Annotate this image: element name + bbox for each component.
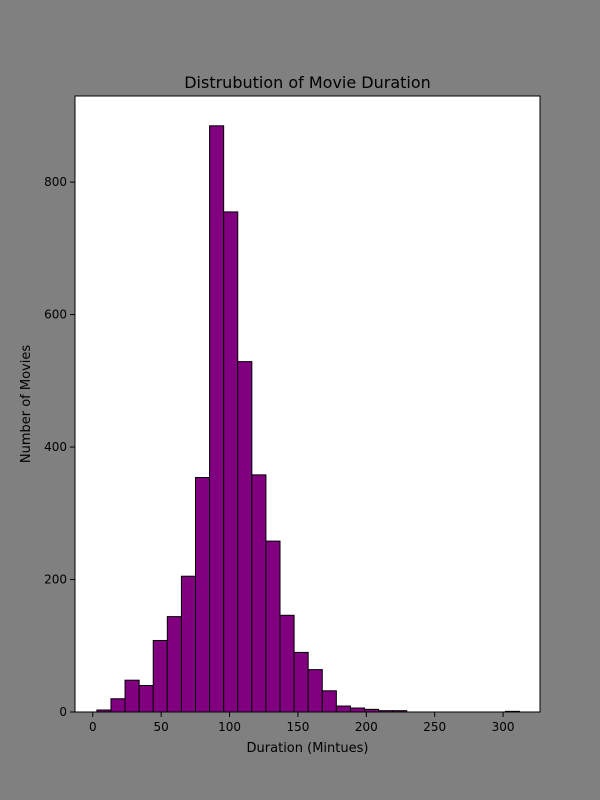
histogram-bar: [166, 616, 182, 713]
x-tick-label: 200: [355, 720, 378, 734]
histogram-bar: [307, 669, 323, 713]
histogram-bar: [110, 698, 126, 713]
x-tick-label: 100: [218, 720, 241, 734]
histogram-bar: [223, 211, 239, 713]
y-axis-label: Number of Movies: [19, 345, 34, 463]
histogram-bar: [293, 651, 309, 713]
histogram-bar: [138, 685, 154, 713]
y-tick-label: 0: [59, 705, 67, 719]
histogram-bar: [194, 477, 211, 713]
y-tick-label: 600: [44, 308, 67, 322]
plot-frame: [74, 95, 541, 713]
histogram-bar: [349, 707, 366, 713]
x-tick-label: 0: [89, 720, 97, 734]
y-tick-label: 200: [44, 573, 67, 587]
plot-area: [75, 96, 540, 712]
histogram-bar: [209, 125, 225, 713]
histogram-bar: [265, 540, 281, 713]
histogram-bar: [124, 679, 140, 713]
x-tick-label: 300: [492, 720, 515, 734]
histogram-bar: [152, 639, 168, 713]
histogram-bar: [180, 575, 196, 713]
bars-group: [96, 125, 520, 713]
x-axis-label: Duration (Mintues): [247, 741, 369, 756]
histogram-bar: [335, 705, 351, 713]
histogram-bar: [279, 614, 295, 713]
chart-title: Distrubution of Movie Duration: [184, 73, 431, 92]
x-tick-label: 150: [286, 720, 309, 734]
y-tick-label: 400: [44, 440, 67, 454]
x-axis-ticks: 0 50 100 150 200 250 300: [89, 712, 515, 734]
x-tick-label: 250: [423, 720, 446, 734]
histogram-bar: [251, 474, 267, 713]
y-axis-ticks: 0 200 400 600 800: [44, 175, 75, 719]
x-tick-label: 50: [154, 720, 169, 734]
histogram-bar: [321, 690, 337, 713]
histogram-bar: [237, 361, 253, 713]
y-tick-label: 800: [44, 175, 67, 189]
